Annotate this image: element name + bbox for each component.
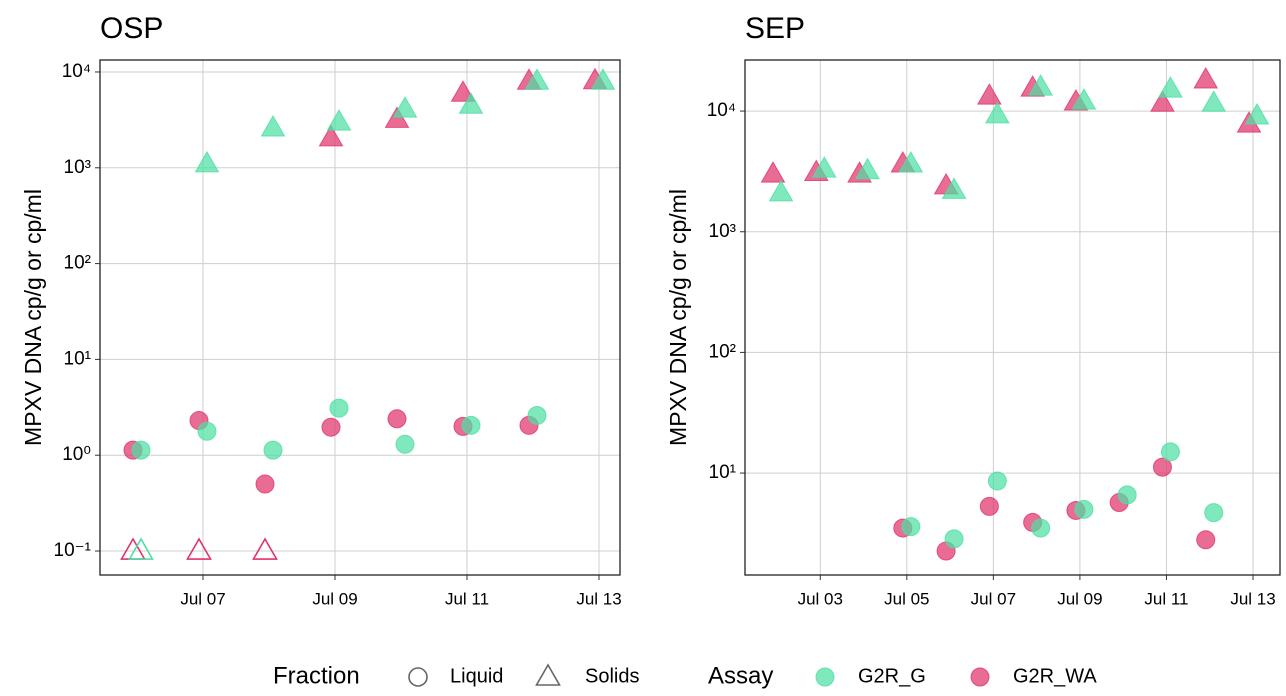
plot-background: [100, 60, 620, 575]
triangle-marker: [1150, 90, 1175, 112]
triangle-marker: [898, 151, 924, 173]
triangle-marker: [984, 101, 1010, 124]
triangle-marker: [458, 92, 484, 114]
plot-border: [744, 59, 1281, 576]
circle-marker: [395, 434, 415, 454]
triangle-marker: [590, 68, 616, 90]
circle-marker: [255, 474, 275, 494]
circle-marker: [944, 529, 964, 549]
y-tick-label: 10⁴: [62, 61, 91, 82]
legend-key: [815, 667, 835, 687]
triangle-marker: [1244, 103, 1270, 125]
y-axis-label: MPXV DNA cp/g or cp/ml: [665, 189, 691, 446]
triangle-marker: [1028, 74, 1054, 96]
triangle-marker: [811, 156, 837, 178]
triangle-marker: [392, 96, 418, 118]
y-tick-label: 10⁰: [62, 444, 91, 465]
triangle-marker: [941, 177, 967, 199]
circle-marker: [329, 398, 349, 418]
circle-marker: [131, 440, 151, 460]
circle-marker: [901, 517, 921, 537]
y-tick-label: 10²: [64, 253, 91, 274]
triangle-marker: [128, 537, 154, 560]
x-tick-label: Jul 11: [445, 589, 489, 608]
legend-key: [970, 667, 990, 687]
panel-title: OSP: [100, 12, 163, 45]
triangle-marker: [1193, 66, 1219, 89]
x-tick-label: Jul 09: [1057, 589, 1102, 608]
triangle-marker: [760, 161, 786, 183]
x-tick-label: Jul 05: [884, 589, 929, 608]
legend-key: [535, 663, 561, 686]
x-tick-label: Jul 07: [971, 589, 1016, 608]
triangle-marker: [260, 115, 286, 137]
legend-label: G2R_WA: [1013, 665, 1097, 687]
circle-marker: [1196, 530, 1216, 550]
legend-label: Solids: [585, 665, 639, 687]
legend-key: [408, 667, 428, 687]
triangle-marker: [186, 537, 212, 560]
triangle-marker: [318, 124, 344, 147]
circle-marker: [979, 496, 999, 516]
plot-background: [745, 60, 1280, 575]
circle-marker: [1117, 485, 1137, 505]
triangle-marker: [194, 150, 220, 173]
triangle-marker: [768, 179, 794, 202]
triangle-marker: [976, 83, 1002, 105]
circle-marker: [263, 440, 283, 460]
triangle-marker: [524, 68, 550, 90]
triangle-marker: [1201, 90, 1227, 112]
triangle-marker: [326, 109, 352, 131]
x-tick-label: Jul 09: [312, 589, 357, 608]
plot-border: [99, 59, 621, 576]
x-tick-label: Jul 07: [180, 589, 225, 608]
y-tick-label: 10³: [64, 157, 91, 178]
x-tick-label: Jul 11: [1144, 589, 1188, 608]
x-tick-label: Jul 13: [1230, 589, 1275, 608]
y-axis-label: MPXV DNA cp/g or cp/ml: [20, 189, 46, 446]
triangle-marker: [1158, 76, 1183, 98]
y-tick-label: 10⁻¹: [54, 540, 92, 561]
circle-marker: [197, 421, 217, 441]
circle-marker: [321, 417, 341, 437]
x-tick-label: Jul 03: [798, 589, 843, 608]
circle-marker: [1152, 457, 1172, 477]
legend-label: G2R_G: [858, 665, 926, 687]
y-tick-label: 10¹: [709, 462, 736, 483]
y-tick-label: 10⁴: [707, 100, 736, 121]
circle-marker: [387, 409, 407, 429]
x-tick-label: Jul 13: [576, 589, 621, 608]
circle-marker: [1074, 499, 1094, 519]
panel-title: SEP: [745, 12, 805, 45]
circle-marker: [527, 405, 547, 425]
legend-label: Liquid: [450, 665, 503, 687]
circle-marker: [1204, 503, 1224, 523]
triangle-marker: [1071, 88, 1097, 110]
circle-marker: [1160, 442, 1180, 462]
circle-marker: [461, 415, 481, 435]
y-tick-label: 10³: [709, 221, 736, 242]
circle-marker: [1031, 518, 1051, 538]
triangle-marker: [855, 157, 880, 180]
y-tick-label: 10²: [709, 341, 736, 362]
legend-title: Fraction: [273, 662, 360, 689]
legend-title: Assay: [708, 662, 773, 689]
circle-marker: [987, 471, 1007, 491]
y-tick-label: 10¹: [64, 348, 91, 369]
triangle-marker: [252, 537, 278, 560]
